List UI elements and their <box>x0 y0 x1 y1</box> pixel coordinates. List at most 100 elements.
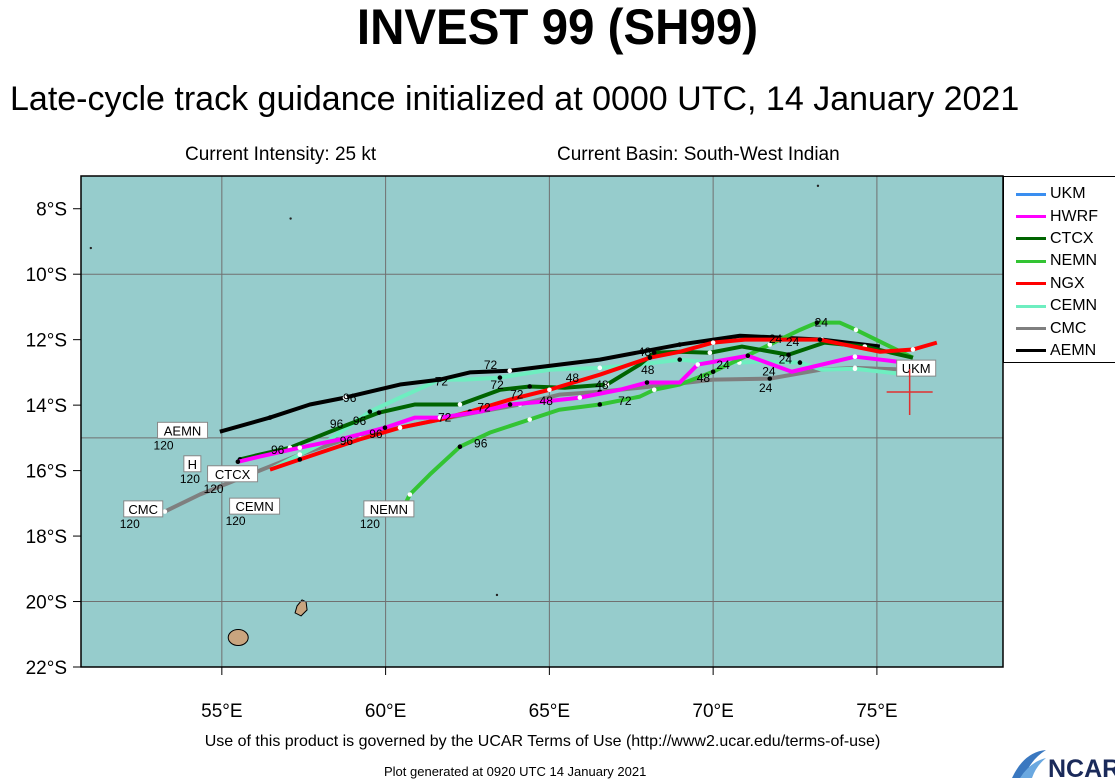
forecast-hour-label: 48 <box>638 345 652 359</box>
forecast-hour-label: 24 <box>779 352 793 366</box>
track-point-cemn <box>597 365 603 371</box>
forecast-hour-label: 72 <box>510 388 524 402</box>
track-point-cemn <box>852 366 858 372</box>
track-aemn <box>219 333 881 434</box>
end-label-hour: 120 <box>120 517 140 531</box>
legend-item-aemn: AEMN <box>1004 340 1115 362</box>
track-point-ctcx <box>786 352 791 358</box>
end-label-hour: 120 <box>204 482 224 496</box>
subtitle: Late-cycle track guidance initialized at… <box>10 80 1020 118</box>
end-label-text: CMC <box>128 502 158 517</box>
end-label-text: UKM <box>902 361 931 376</box>
track-point-ctcx <box>604 382 610 387</box>
forecast-hour-label: 72 <box>618 394 632 408</box>
forecast-hour-label: 48 <box>595 378 609 392</box>
forecast-hour-label: 96 <box>353 414 367 428</box>
track-point-nemn <box>597 402 603 407</box>
track-point-hwrf <box>577 395 583 400</box>
legend-label: NGX <box>1050 274 1085 292</box>
track-point-ngx <box>547 387 552 393</box>
end-label-box <box>363 500 415 518</box>
forecast-hour-label: 96 <box>369 427 383 441</box>
ocean <box>81 176 1003 667</box>
current-position-marker <box>886 369 933 416</box>
track-point-cemn <box>497 375 503 380</box>
legend-item-cmc: CMC <box>1004 317 1115 339</box>
x-tick-label: 60°E <box>365 701 406 722</box>
end-label-hour: 120 <box>360 517 380 531</box>
forecast-hour-label: 96 <box>271 443 285 457</box>
end-label-hour: 120 <box>180 472 200 486</box>
forecast-hour-label: 48 <box>566 371 580 385</box>
track-point-nemn <box>767 342 773 347</box>
end-label-box <box>183 455 202 473</box>
track-point-hwrf <box>644 380 650 385</box>
track-point-ngx <box>910 347 916 352</box>
legend-item-ngx: NGX <box>1004 273 1115 295</box>
map-frame <box>80 175 1004 668</box>
end-label-box <box>229 497 281 515</box>
track-point-nemn <box>710 369 716 375</box>
track-point-ctcx <box>457 402 463 407</box>
islet <box>89 246 93 250</box>
legend: UKM HWRF CTCX NEMN NGX CEMN CMC AEMN <box>1003 176 1115 363</box>
y-tick-label: 12°S <box>26 331 67 352</box>
y-tick-label: 14°S <box>26 396 67 417</box>
island-reunion <box>227 629 249 647</box>
x-tick-label: 75°E <box>856 701 897 722</box>
track-ngx <box>269 337 938 472</box>
end-label-text: AEMN <box>164 423 202 438</box>
forecast-hour-label: 48 <box>697 371 711 385</box>
x-tick-label: 65°E <box>529 701 570 722</box>
end-label-box <box>157 421 209 439</box>
legend-swatch <box>1016 192 1046 196</box>
legend-item-ctcx: CTCX <box>1004 228 1115 250</box>
legend-item-hwrf: HWRF <box>1004 205 1115 227</box>
end-label-hour: 120 <box>154 438 174 452</box>
forecast-hour-label: 24 <box>786 335 800 349</box>
track-point-ctcx <box>527 384 533 389</box>
y-tick-label: 10°S <box>26 265 67 286</box>
generated-time-text: Plot generated at 0920 UTC 14 January 20… <box>384 764 647 779</box>
end-label-box <box>896 359 937 377</box>
track-point-ngx <box>710 340 716 345</box>
legend-label: NEMN <box>1050 252 1098 270</box>
forecast-hour-label: 24 <box>759 381 773 395</box>
legend-swatch <box>1016 349 1046 353</box>
end-label-box <box>123 500 164 518</box>
track-point-aemn <box>677 342 683 347</box>
track-point-cemn <box>677 357 683 362</box>
track-point-aemn <box>342 395 348 400</box>
islet <box>495 593 499 597</box>
track-point-hwrf <box>297 445 303 450</box>
legend-item-cemn: CEMN <box>1004 295 1115 317</box>
track-point-ngx <box>297 457 303 462</box>
forecast-hour-label: 24 <box>769 332 783 346</box>
track-point-hwrf <box>695 362 701 367</box>
track-point-ctcx <box>376 410 382 415</box>
forecast-hour-label: 96 <box>474 437 488 451</box>
end-label-hour: 120 <box>226 514 246 528</box>
legend-swatch <box>1016 259 1046 263</box>
y-tick-label: 18°S <box>26 527 67 548</box>
track-point-hwrf <box>745 353 751 359</box>
forecast-hour-label: 48 <box>540 394 554 408</box>
track-point-cmc <box>162 509 168 514</box>
track-point-ctcx <box>707 350 713 356</box>
model-end-label: UKM <box>896 359 937 377</box>
legend-label: CTCX <box>1050 229 1094 247</box>
legend-label: HWRF <box>1050 207 1098 225</box>
end-label-text: CTCX <box>215 467 251 482</box>
forecast-hour-label: 72 <box>490 378 504 392</box>
legend-item-ukm: UKM <box>1004 183 1115 205</box>
y-tick-label: 22°S <box>26 658 67 679</box>
x-tick-label: 70°E <box>692 701 733 722</box>
track-point-aemn <box>267 415 273 420</box>
track-point-ngx <box>817 337 823 342</box>
end-label-text: H <box>188 457 197 472</box>
track-point-hwrf <box>852 354 858 359</box>
